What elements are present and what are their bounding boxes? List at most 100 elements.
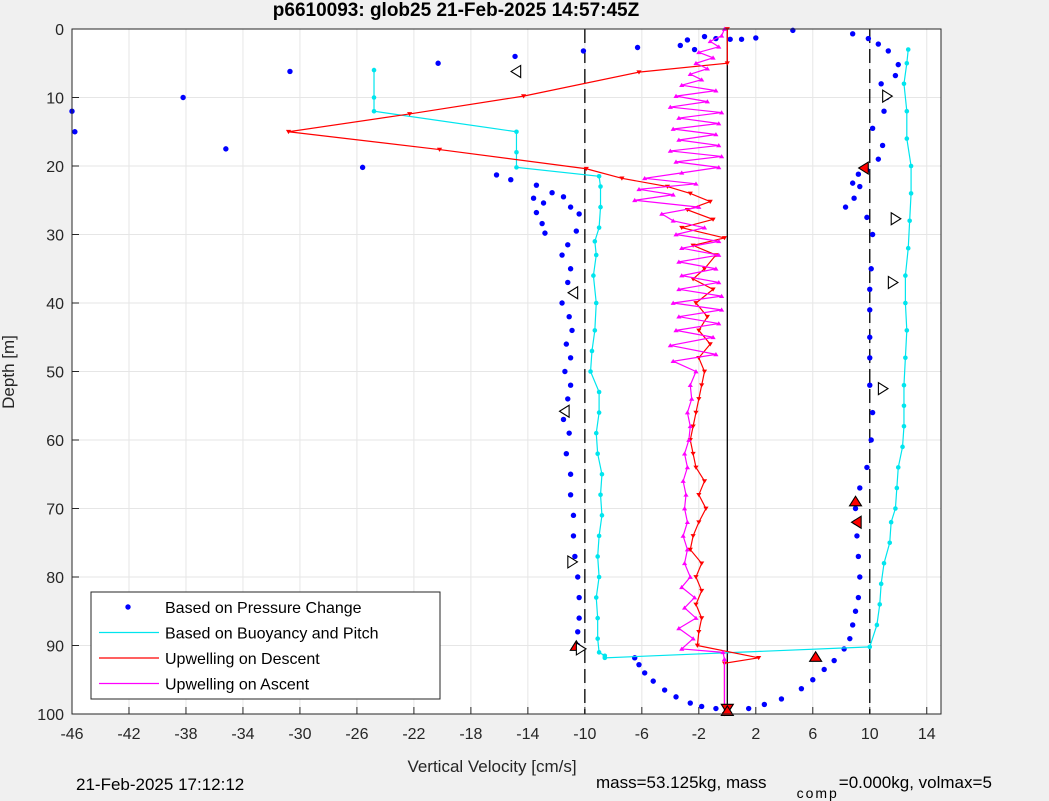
- buoyancy-pitch-point: [596, 410, 602, 415]
- markers-layer: [510, 64, 902, 717]
- buoyancy-pitch-point: [598, 492, 603, 498]
- y-tick-label: 50: [46, 365, 64, 382]
- heading-marker: [850, 515, 862, 530]
- footer-timestamp: 21-Feb-2025 17:12:12: [76, 775, 245, 794]
- ascent-marker: [670, 300, 676, 305]
- pressure-change-point: [493, 172, 500, 178]
- pressure-change-point: [855, 553, 862, 560]
- pressure-change-point: [881, 108, 887, 114]
- descent-marker: [690, 534, 696, 539]
- pressure-change-point: [576, 594, 582, 601]
- pressure-change-point: [563, 451, 570, 457]
- buoyancy-pitch-point: [514, 165, 519, 170]
- ascent-marker: [696, 204, 702, 209]
- ascent-marker: [713, 132, 719, 137]
- ascent-marker: [689, 396, 695, 401]
- ascent-marker: [679, 245, 685, 251]
- ascent-marker: [670, 218, 676, 223]
- ascent-marker: [667, 343, 673, 348]
- ascent-marker: [681, 506, 688, 511]
- x-tick-label: -22: [402, 726, 425, 743]
- pressure-change-point: [841, 646, 847, 652]
- descent-marker: [693, 465, 699, 470]
- ascent-marker: [676, 314, 682, 319]
- pressure-change-point: [869, 409, 876, 416]
- pressure-change-point: [559, 300, 565, 306]
- heading-marker: [567, 285, 579, 300]
- pressure-change-point: [180, 94, 186, 101]
- pressure-change-point: [677, 42, 683, 49]
- buoyancy-pitch-point: [593, 430, 599, 436]
- pressure-change-point: [560, 416, 567, 423]
- ascent-marker: [676, 259, 682, 264]
- y-tick-label: 30: [46, 228, 64, 245]
- pressure-change-point: [687, 700, 693, 706]
- descent-marker: [436, 147, 443, 152]
- x-tick-label: -6: [635, 726, 649, 743]
- pressure-change-point: [565, 242, 571, 248]
- buoyancy-pitch-point: [591, 273, 596, 278]
- ascent-marker: [636, 186, 642, 192]
- descent-marker: [690, 424, 696, 429]
- ascent-marker: [676, 286, 682, 292]
- ascent-marker: [713, 266, 719, 271]
- buoyancy-pitch-point: [589, 348, 595, 354]
- buoyancy-pitch-point: [877, 602, 883, 607]
- descent-marker: [693, 410, 699, 415]
- descent-marker: [690, 451, 696, 457]
- pressure-change-point: [867, 382, 873, 388]
- buoyancy-pitch-point: [874, 622, 880, 628]
- ascent-marker: [683, 492, 689, 497]
- ascent-marker: [720, 650, 726, 655]
- y-tick-label: 70: [46, 502, 64, 519]
- pressure-change-point: [745, 705, 752, 712]
- pressure-change-point: [867, 307, 873, 313]
- pressure-change-point: [563, 341, 570, 347]
- x-tick-labels: -46 -42 -38 -34 -30 -26 -22 -18 -14 -10 -6 -2 2 6 10 14: [60, 726, 935, 743]
- pressure-change-point: [753, 35, 759, 41]
- descent-marker: [520, 94, 527, 99]
- heading-marker: [877, 381, 890, 396]
- buoyancy-pitch-point: [371, 67, 377, 73]
- pressure-change-point: [570, 533, 577, 539]
- ascent-marker: [684, 465, 691, 470]
- buoyancy-pitch-point: [905, 245, 911, 251]
- buoyancy-pitch-point: [588, 369, 593, 374]
- buoyancy-pitch-point: [904, 136, 910, 141]
- ascent-marker: [632, 197, 638, 203]
- buoyancy-pitch-point: [878, 581, 884, 587]
- buoyancy-pitch-point: [901, 424, 907, 429]
- descent-marker: [699, 616, 705, 621]
- descent-marker: [707, 199, 713, 204]
- heading-marker: [510, 64, 522, 79]
- descent-marker: [583, 166, 589, 172]
- buoyancy-pitch-point: [893, 506, 898, 511]
- buoyancy-pitch-point: [514, 150, 519, 155]
- y-tick-label: 40: [46, 296, 64, 313]
- ascent-marker: [670, 192, 676, 197]
- pressure-change-point: [540, 200, 547, 206]
- pressure-change-point: [727, 36, 733, 42]
- pressure-change-point: [713, 705, 719, 712]
- pressure-change-point: [857, 485, 863, 491]
- pressure-change-point: [567, 204, 574, 210]
- ascent-marker: [684, 547, 691, 552]
- x-tick-label: -30: [288, 726, 311, 743]
- y-tick-label: 60: [46, 433, 64, 450]
- ascent-marker: [719, 33, 725, 38]
- ascent-marker: [681, 560, 688, 566]
- pressure-change-point: [570, 512, 577, 519]
- ascent-marker: [673, 232, 679, 237]
- ascent-marker: [686, 437, 692, 442]
- ascent-marker: [710, 55, 716, 60]
- chart-title: p6610093: glob25 21-Feb-2025 14:57:45Z: [273, 0, 640, 21]
- ascent-marker: [693, 615, 699, 620]
- ascent-marker: [710, 334, 716, 340]
- ascent-marker: [684, 410, 691, 415]
- pressure-change-point: [661, 687, 668, 693]
- series-4: [632, 26, 728, 716]
- descent-marker: [701, 479, 708, 484]
- x-tick-label: 2: [751, 726, 760, 743]
- pressure-change-point: [852, 608, 859, 614]
- pressure-change-point: [790, 27, 796, 34]
